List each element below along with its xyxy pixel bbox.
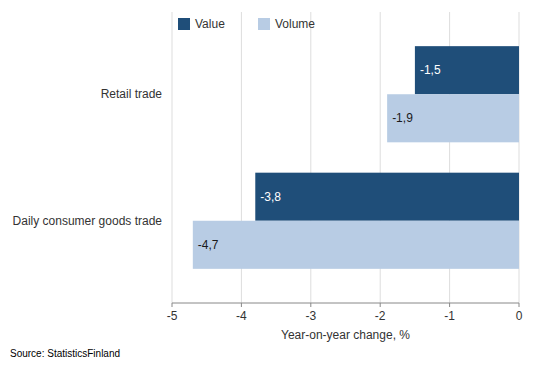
legend-label: Volume [275,17,315,31]
data-label: -4,7 [198,238,219,252]
category-label: Retail trade [101,87,163,101]
tick-label: -4 [236,309,247,323]
bar [415,46,519,94]
tick-label: 0 [516,309,523,323]
tick [241,303,242,307]
tick-label: -3 [305,309,316,323]
data-labels: -3,8 -1,5 -4,7 -1,9 [198,63,441,252]
tick-label: -5 [167,309,178,323]
bar [193,221,519,269]
x-axis-label: Year-on-year change, % [281,328,410,342]
grid-line [172,12,173,303]
source: Source: StatisticsFinland [10,348,120,359]
grid [172,12,519,303]
legend-swatch [258,18,270,30]
legend-swatch [178,18,190,30]
bar [387,94,519,142]
chart: -5 -4 -3 -2 -1 0 -3,8 -1,5 -4,7 -1,9 Daily consume… [0,0,541,365]
data-label: -1,9 [392,111,413,125]
tick [380,303,381,307]
x-axis-line [172,303,519,304]
bars [193,46,519,269]
data-label: -3,8 [260,190,281,204]
legend: Value Volume [178,17,315,31]
tick-label: -1 [444,309,455,323]
tick [519,303,520,307]
tick [449,303,450,307]
tick-label: -2 [375,309,386,323]
category-label: Daily consumer goods trade [13,214,163,228]
data-label: -1,5 [420,63,441,77]
legend-label: Value [195,17,225,31]
tick [310,303,311,307]
tick [172,303,173,307]
bar [255,173,519,221]
